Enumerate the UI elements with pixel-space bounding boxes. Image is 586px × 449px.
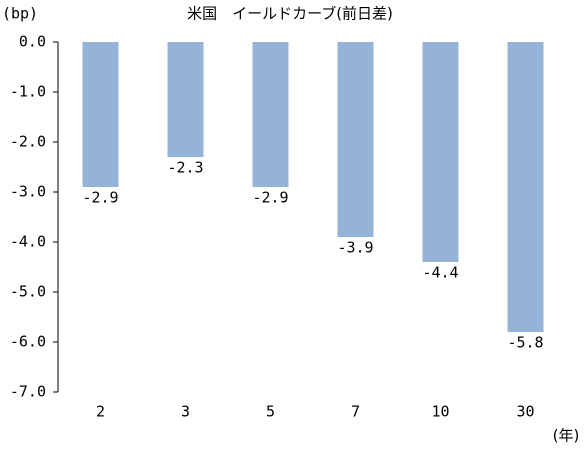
bar <box>167 42 204 157</box>
bar <box>82 42 119 187</box>
y-tick-label: 0.0 <box>19 33 46 51</box>
x-tick-label: 7 <box>351 403 360 421</box>
bar <box>337 42 374 237</box>
bar <box>422 42 459 262</box>
y-tick-label: -5.0 <box>10 283 46 301</box>
x-tick-label: 30 <box>516 403 534 421</box>
bar <box>507 42 544 332</box>
data-label: -2.9 <box>252 189 288 207</box>
y-tick-label: -6.0 <box>10 333 46 351</box>
y-tick-label: -3.0 <box>10 183 46 201</box>
y-tick-label: -4.0 <box>10 233 46 251</box>
x-axis-label: (年) <box>553 427 580 445</box>
x-tick-label: 2 <box>96 403 105 421</box>
x-tick-label: 5 <box>266 403 275 421</box>
data-label: -4.4 <box>422 264 458 282</box>
data-label: -5.8 <box>507 334 543 352</box>
data-label: -3.9 <box>337 239 373 257</box>
x-tick-label: 3 <box>181 403 190 421</box>
data-label: -2.3 <box>167 159 203 177</box>
y-tick-label: -7.0 <box>10 383 46 401</box>
data-label: -2.9 <box>82 189 118 207</box>
y-tick-label: -2.0 <box>10 133 46 151</box>
y-axis-label: (bp) <box>2 5 38 23</box>
x-tick-label: 10 <box>431 403 449 421</box>
y-tick-label: -1.0 <box>10 83 46 101</box>
bar <box>252 42 289 187</box>
chart-title: 米国 イールドカーブ(前日差) <box>187 5 393 23</box>
